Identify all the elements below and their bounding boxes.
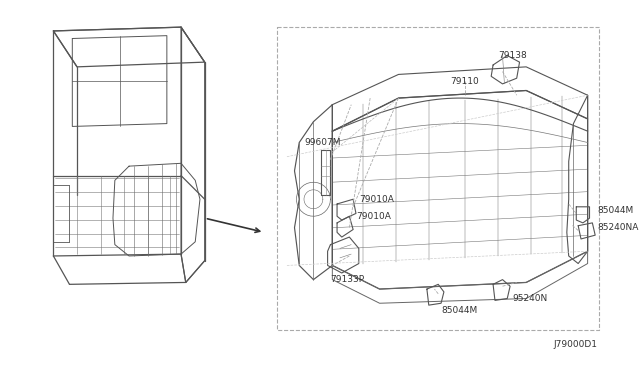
Text: 85044M: 85044M (441, 306, 477, 315)
Text: 85044M: 85044M (597, 206, 634, 215)
Text: 79010A: 79010A (359, 195, 394, 204)
Bar (278, 27, 599, 330)
Text: 79133P: 79133P (330, 275, 365, 284)
Text: J79000D1: J79000D1 (553, 340, 597, 349)
Text: 79110: 79110 (451, 77, 479, 86)
Text: 85240NA: 85240NA (597, 223, 639, 232)
Text: 79138: 79138 (498, 51, 527, 60)
Text: 99607M: 99607M (304, 138, 340, 147)
Text: 79010A: 79010A (356, 212, 391, 221)
Text: 95240N: 95240N (512, 294, 547, 303)
